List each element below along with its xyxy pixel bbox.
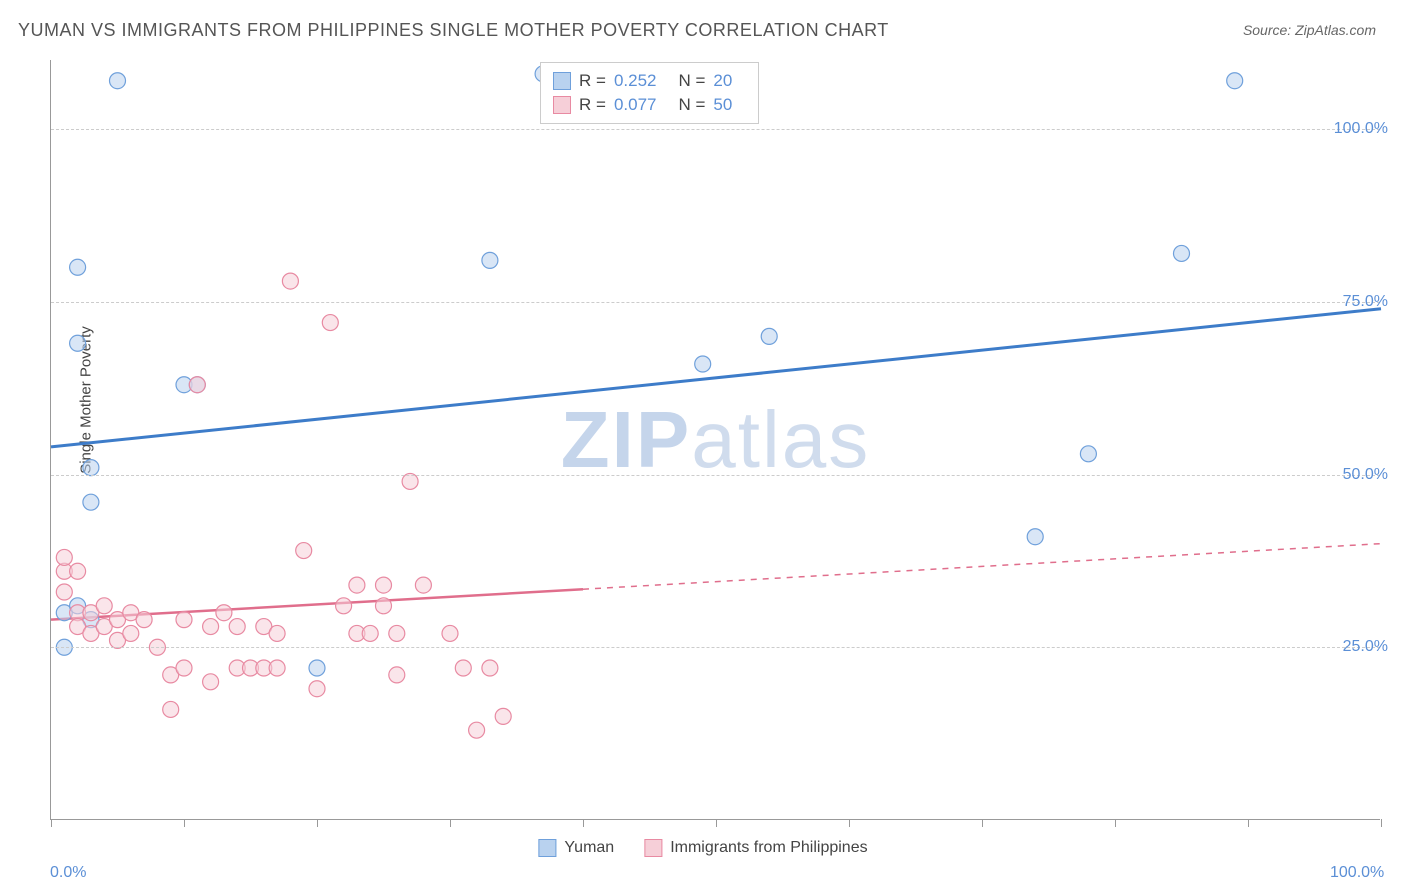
scatter-point — [495, 708, 511, 724]
scatter-point — [415, 577, 431, 593]
gridline-h — [51, 129, 1380, 130]
scatter-point — [96, 598, 112, 614]
scatter-point — [110, 73, 126, 89]
scatter-point — [322, 315, 338, 331]
scatter-point — [455, 660, 471, 676]
legend-label: Yuman — [564, 839, 614, 857]
x-tick — [583, 819, 584, 827]
stat-n-value: 20 — [713, 71, 732, 91]
trend-line-dashed — [583, 544, 1381, 590]
scatter-point — [56, 584, 72, 600]
scatter-point — [70, 335, 86, 351]
plot-area: ZIPatlas — [50, 60, 1380, 820]
scatter-point — [176, 612, 192, 628]
stat-n-value: 50 — [713, 95, 732, 115]
scatter-point — [203, 674, 219, 690]
scatter-point — [376, 598, 392, 614]
scatter-point — [216, 605, 232, 621]
y-tick-label: 25.0% — [1343, 638, 1388, 656]
scatter-point — [269, 660, 285, 676]
scatter-point — [1174, 245, 1190, 261]
y-tick-label: 100.0% — [1334, 120, 1388, 138]
stat-r-value: 0.077 — [614, 95, 657, 115]
x-tick — [1381, 819, 1382, 827]
x-tick — [716, 819, 717, 827]
x-tick — [317, 819, 318, 827]
x-tick-label: 0.0% — [50, 864, 86, 882]
scatter-point — [203, 619, 219, 635]
x-tick — [450, 819, 451, 827]
scatter-point — [123, 625, 139, 641]
scatter-point — [469, 722, 485, 738]
scatter-point — [269, 625, 285, 641]
scatter-point — [136, 612, 152, 628]
legend-swatch — [538, 839, 556, 857]
legend-swatch — [553, 96, 571, 114]
stat-r-value: 0.252 — [614, 71, 657, 91]
scatter-point — [442, 625, 458, 641]
scatter-point — [163, 701, 179, 717]
scatter-point — [402, 473, 418, 489]
scatter-point — [1227, 73, 1243, 89]
stat-r-label: R = — [579, 95, 606, 115]
x-tick — [1248, 819, 1249, 827]
plot-svg — [51, 60, 1380, 819]
stat-n-label: N = — [678, 71, 705, 91]
scatter-point — [83, 494, 99, 510]
legend-swatch — [553, 72, 571, 90]
x-tick-label: 100.0% — [1330, 864, 1384, 882]
scatter-point — [189, 377, 205, 393]
scatter-point — [761, 328, 777, 344]
scatter-point — [376, 577, 392, 593]
scatter-point — [309, 660, 325, 676]
legend-label: Immigrants from Philippines — [670, 839, 867, 857]
legend-swatch — [644, 839, 662, 857]
x-tick — [1115, 819, 1116, 827]
gridline-h — [51, 647, 1380, 648]
stats-row: R = 0.252 N = 20 — [553, 69, 746, 93]
stats-row: R = 0.077 N = 50 — [553, 93, 746, 117]
scatter-point — [296, 543, 312, 559]
scatter-point — [1027, 529, 1043, 545]
scatter-point — [482, 252, 498, 268]
scatter-point — [176, 660, 192, 676]
scatter-point — [309, 681, 325, 697]
scatter-point — [336, 598, 352, 614]
bottom-legend: Yuman Immigrants from Philippines — [538, 839, 867, 857]
x-tick — [51, 819, 52, 827]
scatter-point — [362, 625, 378, 641]
bottom-legend-item: Yuman — [538, 839, 614, 857]
chart-title: YUMAN VS IMMIGRANTS FROM PHILIPPINES SIN… — [18, 20, 889, 41]
scatter-point — [389, 667, 405, 683]
x-tick — [849, 819, 850, 827]
y-tick-label: 50.0% — [1343, 466, 1388, 484]
scatter-point — [70, 259, 86, 275]
stat-n-label: N = — [678, 95, 705, 115]
stats-legend: R = 0.252 N = 20 R = 0.077 N = 50 — [540, 62, 759, 124]
scatter-point — [229, 619, 245, 635]
scatter-point — [83, 460, 99, 476]
trend-line-solid — [51, 309, 1381, 447]
gridline-h — [51, 302, 1380, 303]
scatter-point — [695, 356, 711, 372]
scatter-point — [389, 625, 405, 641]
scatter-point — [70, 563, 86, 579]
scatter-point — [56, 549, 72, 565]
x-tick — [982, 819, 983, 827]
bottom-legend-item: Immigrants from Philippines — [644, 839, 867, 857]
scatter-point — [282, 273, 298, 289]
scatter-point — [482, 660, 498, 676]
gridline-h — [51, 475, 1380, 476]
source-attribution: Source: ZipAtlas.com — [1243, 22, 1376, 38]
stat-r-label: R = — [579, 71, 606, 91]
x-tick — [184, 819, 185, 827]
y-tick-label: 75.0% — [1343, 293, 1388, 311]
scatter-point — [1080, 446, 1096, 462]
scatter-point — [349, 577, 365, 593]
